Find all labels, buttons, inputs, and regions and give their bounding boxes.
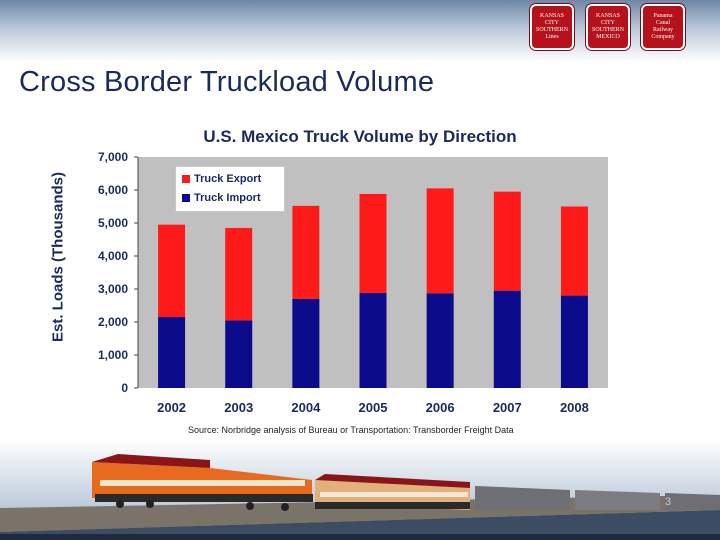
y-tick-label: 4,000 [98,249,128,263]
x-tick-label: 2006 [426,400,455,415]
legend-label-import: Truck Import [194,192,261,204]
kcs-lines-logo: KANSAS CITY SOUTHERN Lines [530,4,574,50]
x-tick-label: 2002 [157,400,186,415]
x-tick-label: 2004 [291,400,321,415]
slide-title: Cross Border Truckload Volume [19,66,435,98]
logo-text: SOUTHERN [535,27,568,33]
bar-truck-export-2007 [493,191,521,291]
legend-swatch-import [182,194,190,202]
legend-item-import: Truck Import [182,192,261,204]
logo-text: CITY [601,20,615,26]
x-tick-label: 2003 [224,400,253,415]
bar-truck-export-2008 [560,206,588,296]
bar-truck-import-2003 [225,320,253,388]
bar-truck-export-2003 [225,227,253,321]
y-tick-label: 7,000 [98,150,128,164]
page-number: 3 [665,496,672,508]
hopper-cars [475,486,720,510]
kcs-mexico-logo: KANSAS CITY SOUTHERN MEXICO [586,4,630,50]
x-tick-label: 2008 [560,400,589,415]
y-tick-label: 1,000 [98,348,128,362]
bar-truck-import-2008 [560,295,588,388]
legend-swatch-export [182,175,190,183]
logo-text: KANSAS [595,13,620,19]
y-tick-label: 6,000 [98,183,128,197]
logo-text: SOUTHERN [591,27,624,33]
bar-truck-import-2002 [158,317,186,388]
bar-truck-export-2004 [292,205,320,299]
legend-item-export: Truck Export [182,173,261,185]
chart-legend: Truck Export Truck Import [175,166,285,212]
bar-truck-export-2005 [359,193,387,293]
bar-truck-import-2007 [493,290,521,388]
locomotive-1 [92,454,313,511]
chart-title: U.S. Mexico Truck Volume by Direction [203,127,517,146]
logo-text: MEXICO [596,34,620,40]
logo-text: KANSAS [539,13,564,19]
logo-text: CITY [545,20,559,26]
x-tick-label: 2005 [359,400,388,415]
legend-label-export: Truck Export [194,173,262,185]
bar-truck-export-2006 [426,188,454,294]
logo-text: Company [651,34,675,40]
bar-truck-export-2002 [158,224,186,318]
bar-truck-import-2005 [359,292,387,388]
logo-text: Lines [545,34,559,40]
locomotive-2 [315,474,470,510]
train-photo [0,440,720,540]
y-tick-label: 0 [121,381,128,395]
bar-truck-import-2004 [292,298,320,388]
source-note: Source: Norbridge analysis of Bureau or … [188,425,514,435]
y-tick-label: 2,000 [98,315,128,329]
y-tick-label: 5,000 [98,216,128,230]
logo-text: Canal [656,20,670,26]
y-tick-label: 3,000 [98,282,128,296]
logo-text: Panama [653,13,673,19]
x-tick-label: 2007 [493,400,522,415]
logo-text: Railway [653,27,673,33]
panama-canal-railway-logo: Panama Canal Railway Company [641,4,685,50]
bar-truck-import-2006 [426,293,454,388]
